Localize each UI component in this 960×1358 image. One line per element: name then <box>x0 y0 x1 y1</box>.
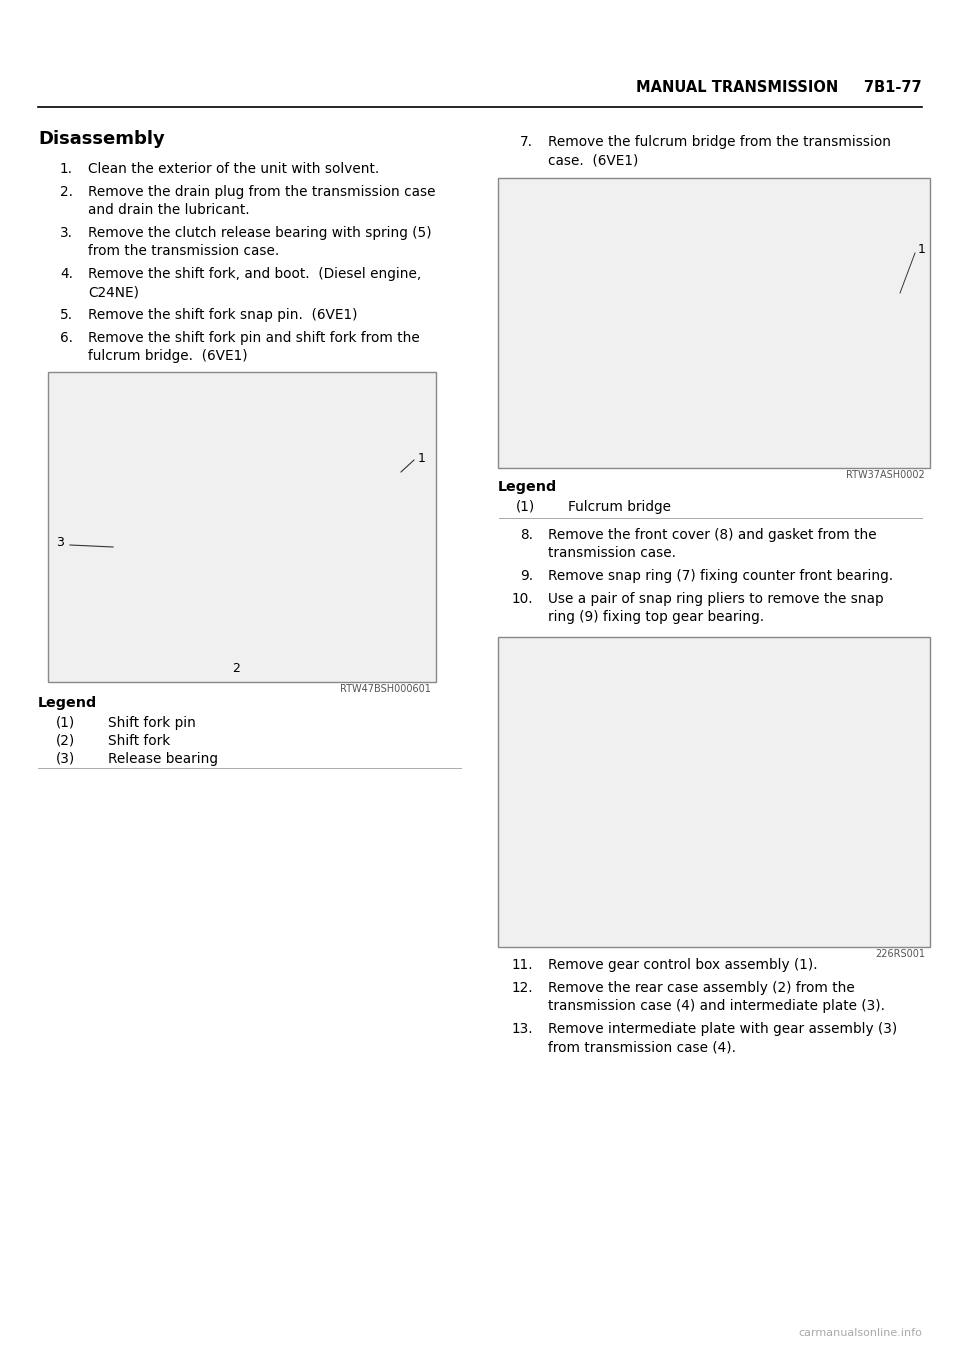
Text: Remove the fulcrum bridge from the transmission
case.  (6VE1): Remove the fulcrum bridge from the trans… <box>548 134 891 167</box>
Text: 8.: 8. <box>520 528 533 542</box>
Text: 7.: 7. <box>520 134 533 149</box>
Text: Remove the drain plug from the transmission case
and drain the lubricant.: Remove the drain plug from the transmiss… <box>88 185 436 217</box>
Text: 5.: 5. <box>60 308 73 322</box>
Text: Shift fork pin: Shift fork pin <box>108 716 196 731</box>
Bar <box>48 372 436 682</box>
Text: Remove the shift fork, and boot.  (Diesel engine,
C24NE): Remove the shift fork, and boot. (Diesel… <box>88 268 421 299</box>
Text: (3): (3) <box>56 752 75 766</box>
Text: (1): (1) <box>516 500 536 513</box>
Bar <box>498 178 930 469</box>
Text: 3: 3 <box>56 535 64 549</box>
Text: RTW37ASH0002: RTW37ASH0002 <box>847 470 925 479</box>
Text: (2): (2) <box>56 735 75 748</box>
Text: Fulcrum bridge: Fulcrum bridge <box>568 500 671 513</box>
Text: Release bearing: Release bearing <box>108 752 218 766</box>
Text: 9.: 9. <box>520 569 533 583</box>
Text: MANUAL TRANSMISSION     7B1-77: MANUAL TRANSMISSION 7B1-77 <box>636 80 922 95</box>
Text: carmanualsonline.info: carmanualsonline.info <box>798 1328 922 1338</box>
Text: 226RS001: 226RS001 <box>875 949 925 959</box>
Text: Remove snap ring (7) fixing counter front bearing.: Remove snap ring (7) fixing counter fron… <box>548 569 893 583</box>
Text: Remove gear control box assembly (1).: Remove gear control box assembly (1). <box>548 957 818 972</box>
Text: Use a pair of snap ring pliers to remove the snap
ring (9) fixing top gear beari: Use a pair of snap ring pliers to remove… <box>548 592 883 625</box>
Text: 1: 1 <box>418 452 426 464</box>
Text: 11.: 11. <box>512 957 534 972</box>
Bar <box>498 637 930 947</box>
Text: (1): (1) <box>56 716 75 731</box>
Text: Remove the rear case assembly (2) from the
transmission case (4) and intermediat: Remove the rear case assembly (2) from t… <box>548 980 885 1013</box>
Text: Remove the clutch release bearing with spring (5)
from the transmission case.: Remove the clutch release bearing with s… <box>88 225 432 258</box>
Text: Clean the exterior of the unit with solvent.: Clean the exterior of the unit with solv… <box>88 162 379 177</box>
Text: 2.: 2. <box>60 185 73 200</box>
Text: RTW47BSH000601: RTW47BSH000601 <box>340 684 431 694</box>
Text: Legend: Legend <box>38 697 97 710</box>
Text: Shift fork: Shift fork <box>108 735 170 748</box>
Text: 3.: 3. <box>60 225 73 240</box>
Text: 12.: 12. <box>512 980 534 995</box>
Text: Remove intermediate plate with gear assembly (3)
from transmission case (4).: Remove intermediate plate with gear asse… <box>548 1023 898 1054</box>
Text: 1: 1 <box>918 243 925 257</box>
Text: 1.: 1. <box>60 162 73 177</box>
Text: Remove the shift fork pin and shift fork from the
fulcrum bridge.  (6VE1): Remove the shift fork pin and shift fork… <box>88 331 420 364</box>
Text: 4.: 4. <box>60 268 73 281</box>
Text: Legend: Legend <box>498 479 557 494</box>
Text: Disassembly: Disassembly <box>38 130 165 148</box>
Text: Remove the shift fork snap pin.  (6VE1): Remove the shift fork snap pin. (6VE1) <box>88 308 357 322</box>
Text: 13.: 13. <box>512 1023 534 1036</box>
Text: 10.: 10. <box>512 592 534 606</box>
Text: 2: 2 <box>232 661 240 675</box>
Text: 6.: 6. <box>60 331 73 345</box>
Text: Remove the front cover (8) and gasket from the
transmission case.: Remove the front cover (8) and gasket fr… <box>548 528 876 561</box>
